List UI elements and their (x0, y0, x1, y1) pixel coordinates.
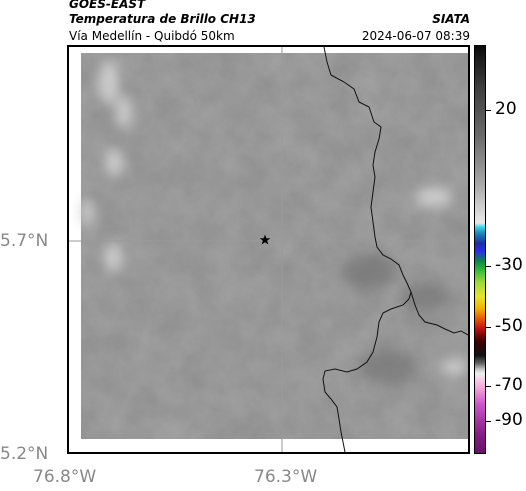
satellite-name: GOES-EAST (69, 0, 146, 11)
lat-label: 5.7°N (0, 231, 49, 251)
border-line-east (410, 291, 468, 336)
satellite-image (69, 47, 468, 452)
colorbar-label: -50 (495, 316, 523, 336)
colorbar-label: -70 (495, 375, 523, 395)
border-line (322, 47, 412, 452)
map-panel[interactable] (67, 45, 470, 454)
lon-label: 76.8°W (33, 467, 97, 487)
colorbar-tick (486, 421, 491, 422)
lat-label: 5.2°N (0, 444, 49, 464)
colorbar-tick (486, 327, 491, 328)
colorbar-gradient (475, 46, 485, 453)
colorbar (474, 45, 486, 454)
region-subtitle: Vía Medellín - Quibdó 50km (69, 29, 235, 43)
lon-label: 76.3°W (254, 467, 318, 487)
colorbar-label: 20 (495, 99, 517, 119)
star-marker-icon (259, 234, 271, 245)
product-title: Temperatura de Brillo CH13 (69, 12, 256, 26)
bright-cloud-features (80, 60, 468, 375)
colorbar-tick (486, 386, 491, 387)
dark-cloud-features (339, 254, 449, 385)
colorbar-label: -30 (495, 255, 523, 275)
timestamp-label: 2024-06-07 08:39 (361, 29, 470, 43)
colorbar-tick (486, 266, 491, 267)
colorbar-label: -90 (495, 410, 523, 430)
colorbar-tick (486, 110, 491, 111)
organization-label: SIATA (432, 12, 470, 26)
